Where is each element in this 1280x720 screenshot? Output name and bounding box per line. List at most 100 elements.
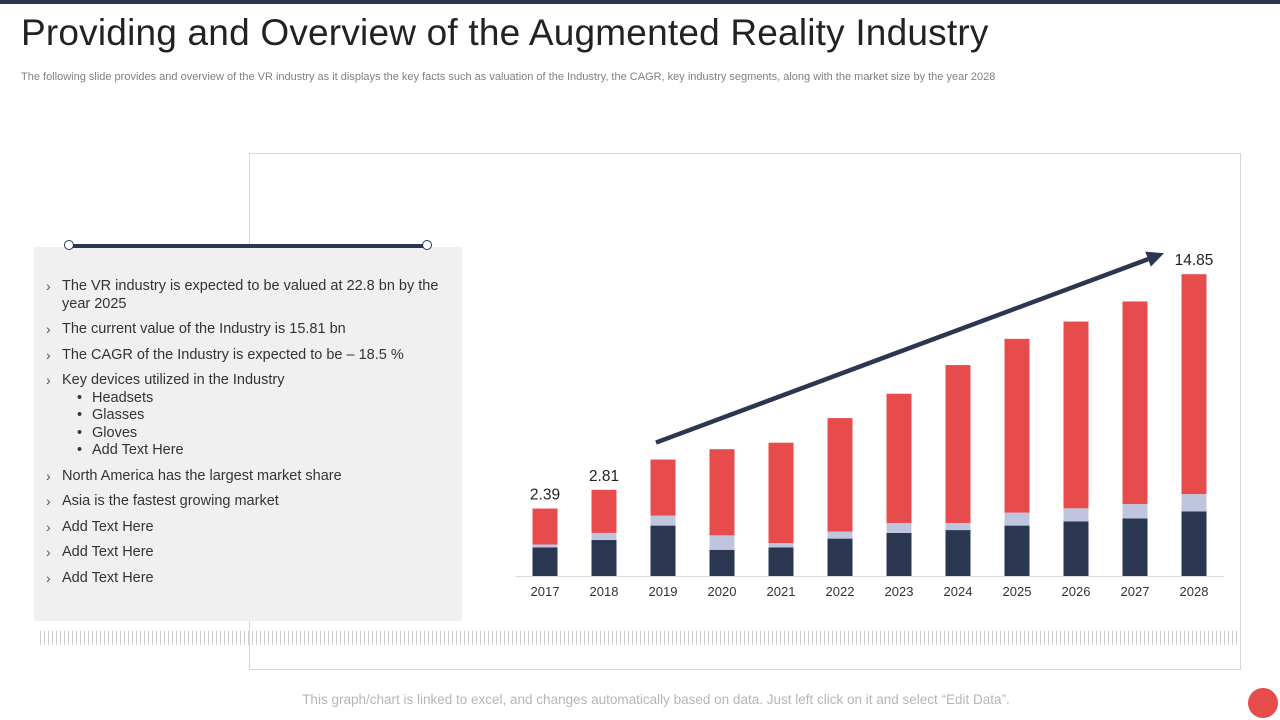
x-tick-label: 2017 — [531, 584, 560, 599]
bar-2026-series-3 — [1063, 321, 1089, 509]
chevron-right-icon: › — [46, 346, 51, 363]
key-facts-panel — [34, 247, 462, 621]
bar-2025-series-1 — [1004, 525, 1030, 576]
bar-2024-series-1 — [945, 530, 971, 576]
chevron-right-icon: › — [46, 278, 51, 294]
list-item-text: Asia is the fastest growing market — [62, 493, 279, 509]
bar-2024-series-3 — [945, 365, 971, 523]
list-item: › Add Text Here — [46, 570, 451, 588]
bar-2019-series-2 — [650, 515, 676, 526]
sub-list-item: • Gloves — [76, 425, 451, 443]
bar-2022-series-3 — [827, 418, 853, 532]
chevron-right-icon: › — [46, 569, 51, 586]
bar-2017-series-1 — [532, 547, 558, 576]
panel-line-left-dot — [64, 240, 74, 250]
bar-2018-series-2 — [591, 532, 617, 541]
chevron-right-icon: › — [46, 544, 51, 560]
bar-2025-series-2 — [1004, 512, 1030, 526]
chevron-right-icon: › — [46, 372, 51, 388]
list-item: › Add Text Here — [46, 519, 451, 537]
sub-list-item: • Add Text Here — [76, 442, 451, 460]
bar-2025-series-3 — [1004, 338, 1030, 513]
data-label: 2.81 — [589, 468, 619, 485]
x-tick-label: 2022 — [826, 584, 855, 599]
list-item: › The CAGR of the Industry is expected to… — [46, 347, 451, 365]
list-item-text: Add Text Here — [62, 544, 154, 560]
page-title: Providing and Overview of the Augmented … — [21, 12, 989, 53]
bar-2020-series-2 — [709, 535, 735, 550]
bar-2028-series-3 — [1181, 274, 1207, 495]
decorative-stripe — [40, 631, 1238, 645]
bar-2026-series-2 — [1063, 508, 1089, 522]
x-tick-label: 2025 — [1003, 584, 1032, 599]
list-item: › Asia is the fastest growing market — [46, 493, 451, 511]
sub-list-item-text: Glasses — [92, 407, 145, 423]
panel-line-right-dot — [422, 240, 432, 250]
list-item-text: The VR industry is expected to be valued… — [62, 278, 439, 312]
data-label: 2.39 — [530, 487, 560, 504]
bar-2022-series-1 — [827, 538, 853, 576]
bar-2017-series-2 — [532, 544, 558, 548]
list-item-text: The current value of the Industry is 15.… — [62, 321, 346, 337]
bar-2022-series-2 — [827, 531, 853, 539]
x-tick-label: 2023 — [885, 584, 914, 599]
list-item-text: The CAGR of the Industry is expected to … — [62, 346, 404, 363]
x-tick-label: 2028 — [1180, 584, 1209, 599]
trend-arrow-head-icon — [1145, 251, 1164, 267]
key-facts-list: › The VR industry is expected to be value… — [46, 278, 451, 595]
bar-2020-series-1 — [709, 549, 735, 576]
sub-list-item-text: Headsets — [92, 389, 154, 406]
bullet-dot-icon: • — [77, 424, 83, 441]
chevron-right-icon: › — [46, 321, 51, 337]
bar-2023-series-3 — [886, 393, 912, 523]
bar-2024-series-2 — [945, 522, 971, 531]
bar-2027-series-2 — [1122, 504, 1148, 519]
list-item: › The VR industry is expected to be value… — [46, 278, 451, 313]
panel-top-line — [69, 244, 428, 248]
devices-sublist: • Headsets • Glasses • Gloves • Add Text Her… — [62, 390, 451, 460]
bar-2028-series-1 — [1181, 511, 1207, 576]
bullet-dot-icon: • — [77, 442, 83, 458]
sub-list-item: • Headsets — [76, 390, 451, 408]
bar-2021-series-2 — [768, 543, 794, 548]
list-item-text: North America has the largest market sha… — [62, 467, 342, 484]
bar-2017-series-3 — [532, 508, 558, 545]
bar-2021-series-1 — [768, 547, 794, 576]
bar-2019-series-1 — [650, 525, 676, 576]
x-tick-label: 2018 — [590, 584, 619, 599]
footer-note: This graph/chart is linked to excel, and… — [302, 692, 1010, 707]
list-item-text: Add Text Here — [62, 518, 154, 535]
bullet-dot-icon: • — [77, 407, 83, 423]
bar-2027-series-1 — [1122, 518, 1148, 576]
list-item: › The current value of the Industry is 15… — [46, 321, 451, 339]
bar-2018-series-3 — [591, 489, 617, 533]
bar-2023-series-1 — [886, 532, 912, 576]
bar-2026-series-1 — [1063, 521, 1089, 576]
x-tick-label: 2024 — [944, 584, 973, 599]
list-item: › Add Text Here — [46, 544, 451, 562]
trend-arrow-line — [655, 257, 1149, 445]
bar-2020-series-3 — [709, 449, 735, 536]
list-item: › Key devices utilized in the Industry • H… — [46, 372, 451, 460]
bar-2028-series-2 — [1181, 494, 1207, 512]
list-item-text: Add Text Here — [62, 569, 154, 586]
sub-list-item-text: Add Text Here — [92, 442, 184, 458]
chevron-right-icon: › — [46, 493, 51, 509]
x-tick-label: 2019 — [649, 584, 678, 599]
bar-2027-series-3 — [1122, 301, 1148, 505]
chevron-right-icon: › — [46, 518, 51, 535]
bar-2019-series-3 — [650, 459, 676, 516]
sub-list-item-text: Gloves — [92, 424, 138, 441]
bar-2023-series-2 — [886, 522, 912, 533]
page-subtitle: The following slide provides and overvie… — [21, 71, 996, 83]
x-tick-label: 2021 — [767, 584, 796, 599]
sub-list-item: • Glasses — [76, 407, 451, 425]
top-accent-bar — [0, 0, 1280, 4]
list-item: › North America has the largest market sh… — [46, 468, 451, 486]
x-tick-label: 2027 — [1121, 584, 1150, 599]
corner-accent-dot — [1248, 688, 1278, 718]
data-label: 14.85 — [1175, 252, 1214, 269]
bullet-dot-icon: • — [77, 389, 83, 406]
bar-2021-series-3 — [768, 442, 794, 544]
